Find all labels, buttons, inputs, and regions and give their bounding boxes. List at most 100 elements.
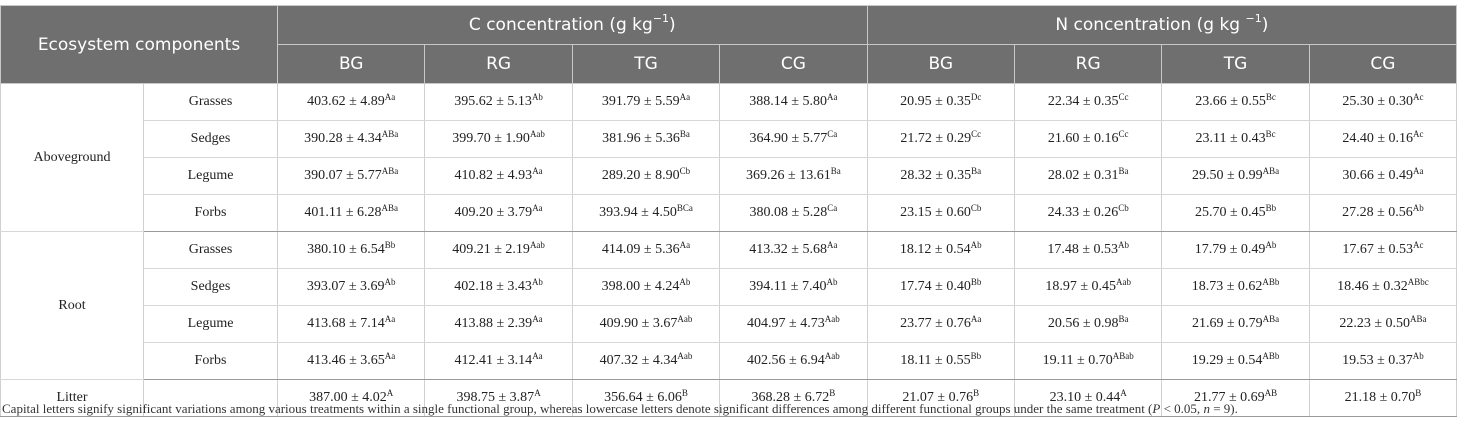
- footnote: Capital letters signify significant vari…: [2, 401, 1238, 417]
- column-header: TG: [1161, 44, 1310, 84]
- cell-value: 18.46 ± 0.32: [1337, 279, 1408, 294]
- value-cell: 380.10 ± 6.54Bb: [277, 231, 426, 269]
- value-cell: 393.94 ± 4.50BCa: [571, 194, 721, 232]
- cell-value: 23.10 ± 0.44: [1049, 390, 1121, 405]
- header-text: ): [1261, 15, 1269, 35]
- header-text: ): [669, 15, 676, 35]
- footnote-symbol: P: [1152, 401, 1161, 416]
- column-header: BG: [866, 44, 1015, 84]
- cell-value: 21.60 ± 0.16: [1047, 131, 1119, 146]
- cell-letters: Aa: [1413, 166, 1424, 176]
- value-cell: 18.73 ± 0.62ABb: [1161, 268, 1310, 306]
- value-cell: 29.50 ± 0.99ABa: [1161, 157, 1310, 195]
- footnote-text: = 9).: [1209, 401, 1238, 416]
- cell-letters: Aa: [532, 351, 543, 361]
- cell-value: 368.28 ± 6.72: [751, 390, 830, 405]
- cell-letters: Aa: [532, 166, 543, 176]
- cell-letters: Ab: [1265, 240, 1277, 250]
- cell-value: 409.20 ± 3.79: [454, 205, 533, 220]
- value-cell: 18.46 ± 0.32ABbc: [1308, 268, 1458, 306]
- cell-letters: Bc: [1265, 92, 1276, 102]
- cell-value: 398.75 ± 3.87: [456, 390, 535, 405]
- value-cell: 393.07 ± 3.69Ab: [277, 268, 426, 306]
- cell-letters: Aab: [529, 129, 545, 139]
- value-cell: 388.14 ± 5.80Aa: [719, 83, 868, 121]
- value-cell: 401.11 ± 6.28ABa: [277, 194, 426, 232]
- data-table: Ecosystem components C concentration (g k…: [0, 5, 1458, 417]
- cell-value: 23.11 ± 0.43: [1195, 131, 1266, 146]
- value-cell: 22.34 ± 0.35Cc: [1013, 83, 1163, 121]
- value-cell: 27.28 ± 0.56Ab: [1308, 194, 1458, 232]
- cell-value: 24.40 ± 0.16: [1342, 131, 1414, 146]
- header-row: Ecosystem components C concentration (g k…: [0, 5, 1458, 84]
- cell-letters: Aab: [824, 351, 840, 361]
- header-row: BG RG TG CG BG RG TG CG: [1, 44, 1458, 84]
- value-cell: 23.15 ± 0.60Cb: [866, 194, 1015, 232]
- column-header: BG: [277, 44, 426, 84]
- footnote-text: < 0.05,: [1160, 401, 1204, 416]
- group-label: Aboveground: [0, 83, 144, 232]
- cell-letters: Aa: [532, 314, 543, 324]
- value-cell: 19.53 ± 0.37Ab: [1308, 342, 1458, 380]
- cell-letters: ABa: [381, 129, 399, 139]
- cell-letters: Ab: [679, 277, 691, 287]
- cell-value: 395.62 ± 5.13: [454, 94, 532, 109]
- cell-letters: B: [681, 388, 688, 398]
- value-cell: 21.60 ± 0.16Cc: [1013, 120, 1163, 158]
- row-label: Grasses: [142, 83, 279, 121]
- column-header: RG: [424, 44, 573, 84]
- cell-letters: ABa: [1410, 314, 1427, 324]
- value-cell: 18.97 ± 0.45Aab: [1013, 268, 1163, 306]
- value-cell: 20.56 ± 0.98Ba: [1013, 305, 1163, 343]
- value-cell: 409.90 ± 3.67Aab: [571, 305, 721, 343]
- row-label: Legume: [142, 157, 279, 195]
- cell-value: 390.28 ± 4.34: [304, 131, 382, 146]
- value-cell: 414.09 ± 5.36Aa: [571, 231, 721, 269]
- value-cell: 390.28 ± 4.34ABa: [277, 120, 426, 158]
- cell-value: 404.97 ± 4.73: [747, 316, 825, 331]
- cell-letters: Dc: [970, 92, 982, 102]
- cell-letters: Ab: [1412, 203, 1424, 213]
- value-cell: 398.00 ± 4.24Ab: [571, 268, 721, 306]
- value-cell: 17.67 ± 0.53Ac: [1308, 231, 1458, 269]
- cell-letters: Ac: [1413, 92, 1424, 102]
- value-cell: 28.02 ± 0.31Ba: [1013, 157, 1163, 195]
- cell-value: 17.79 ± 0.49: [1194, 242, 1266, 257]
- cell-value: 17.67 ± 0.53: [1342, 242, 1414, 257]
- cell-value: 17.74 ± 0.40: [900, 279, 971, 294]
- cell-letters: ABa: [1262, 166, 1280, 176]
- cell-letters: Ab: [384, 277, 396, 287]
- cell-letters: ABbc: [1407, 277, 1429, 287]
- value-cell: 395.62 ± 5.13Ab: [424, 83, 573, 121]
- cell-letters: Aa: [826, 92, 838, 102]
- cell-value: 20.56 ± 0.98: [1047, 316, 1119, 331]
- cell-letters: ABb: [1262, 277, 1280, 287]
- header-text: N concentration (g kg: [1055, 15, 1246, 35]
- value-cell: 413.46 ± 3.65Aa: [277, 342, 426, 380]
- cell-value: 390.07 ± 5.77: [304, 168, 382, 183]
- cell-letters: Aa: [679, 240, 691, 250]
- cell-letters: Ac: [1413, 240, 1424, 250]
- cell-value: 369.26 ± 13.61: [746, 168, 831, 183]
- value-cell: 398.75 ± 3.87A: [424, 379, 573, 417]
- cell-value: 409.21 ± 2.19: [452, 242, 530, 257]
- row-label: Forbs: [142, 342, 279, 380]
- value-cell: 19.29 ± 0.54ABb: [1161, 342, 1310, 380]
- cell-letters: Aab: [1116, 277, 1131, 287]
- value-cell: 394.11 ± 7.40Ab: [719, 268, 868, 306]
- cell-value: 380.08 ± 5.28: [749, 205, 828, 220]
- value-cell: 387.00 ± 4.02A: [277, 379, 426, 417]
- cell-value: 29.50 ± 0.99: [1191, 168, 1263, 183]
- value-cell: 23.11 ± 0.43Bc: [1161, 120, 1310, 158]
- value-cell: 21.77 ± 0.69AB: [1161, 379, 1310, 417]
- table-row: Sedges 393.07 ± 3.69Ab 402.18 ± 3.43Ab 398.…: [1, 268, 1458, 306]
- cell-value: 402.56 ± 6.94: [747, 353, 825, 368]
- cell-letters: Aab: [529, 240, 545, 250]
- footnote-text: Capital letters signify significant vari…: [2, 401, 1153, 416]
- table-row: Legume 413.68 ± 7.14Aa 413.88 ± 2.39Aa 409.…: [1, 305, 1458, 343]
- table-row: Sedges 390.28 ± 4.34ABa 399.70 ± 1.90Aab 38…: [1, 120, 1458, 158]
- cell-value: 413.88 ± 2.39: [454, 316, 533, 331]
- value-cell: 413.88 ± 2.39Aa: [424, 305, 573, 343]
- row-label: [142, 379, 279, 417]
- cell-letters: Cc: [1118, 129, 1129, 139]
